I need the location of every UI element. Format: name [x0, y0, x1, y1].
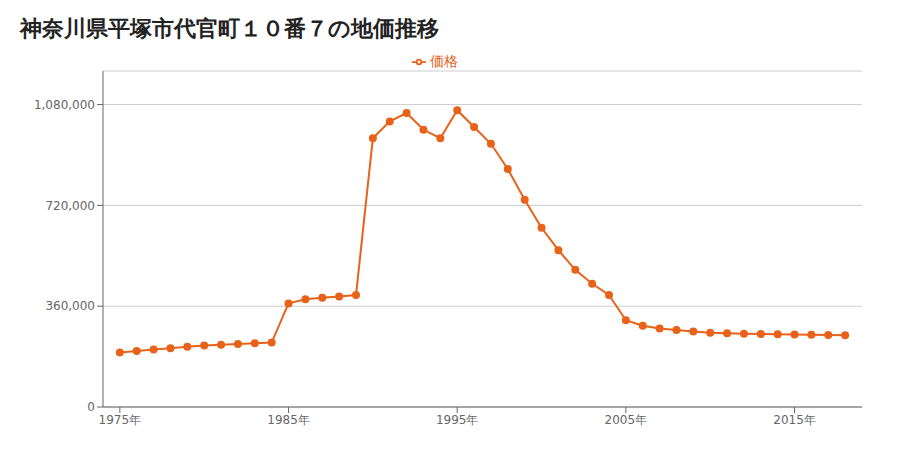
svg-text:1985年: 1985年 — [267, 413, 310, 427]
svg-text:2005年: 2005年 — [605, 413, 648, 427]
svg-text:1975年: 1975年 — [99, 413, 142, 427]
svg-text:1995年: 1995年 — [436, 413, 479, 427]
svg-text:2015年: 2015年 — [773, 413, 816, 427]
svg-text:1,080,000: 1,080,000 — [34, 98, 95, 112]
svg-text:0: 0 — [87, 400, 95, 414]
svg-text:720,000: 720,000 — [45, 199, 95, 213]
html-text:神奈川県平塚市代官町１０番７の地価推移: 神奈川県平塚市代官町１０番７の地価推移 — [20, 16, 439, 41]
html-text:価格: 価格 — [430, 53, 458, 69]
svg-text:360,000: 360,000 — [45, 299, 95, 313]
